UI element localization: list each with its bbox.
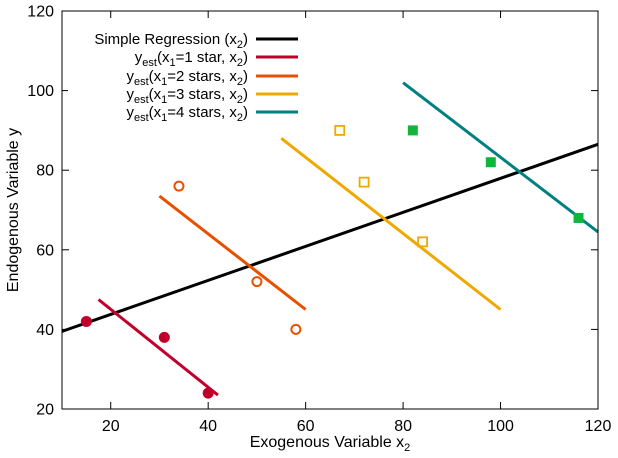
data-point-g1-0 — [173, 180, 185, 192]
x-tick-label-4: 100 — [487, 418, 514, 435]
data-point-g2-2 — [417, 236, 428, 248]
data-point-g0-0 — [80, 315, 92, 327]
y-axis-label: Endogenous Variable y — [5, 128, 22, 292]
data-point-g1-2 — [290, 323, 302, 335]
y-tick-label-0: 20 — [36, 402, 54, 419]
y-tick-label-3: 80 — [36, 163, 54, 180]
x-axis-label: Exogenous Variable x2 — [250, 434, 411, 454]
data-point-g1-1 — [251, 276, 263, 288]
data-point-g3-0 — [407, 125, 418, 136]
y-tick-label-4: 100 — [27, 83, 54, 100]
series-layer — [61, 81, 599, 397]
plot-frame — [61, 10, 599, 410]
data-point-g3-2 — [573, 212, 584, 223]
legend-label-2: yest(x1=2 stars, x2) — [126, 68, 248, 88]
data-point-g0-1 — [158, 331, 170, 343]
x-tick-label-3: 80 — [394, 418, 412, 435]
legend: Simple Regression (x2)yest(x1=1 star, x2… — [94, 31, 298, 124]
series-line-0 — [61, 142, 599, 333]
x-tick-label-5: 120 — [585, 418, 612, 435]
legend-label-3: yest(x1=3 stars, x2) — [126, 86, 248, 106]
series-line-4 — [402, 81, 599, 234]
x-tick-label-2: 60 — [297, 418, 315, 435]
series-line-3 — [280, 137, 502, 311]
legend-label-1: yest(x1=1 star, x2) — [135, 49, 248, 69]
axes-layer: 20 40 60 80 100 120 20 40 60 80 100 120 — [27, 4, 611, 436]
x-tick-label-1: 40 — [199, 418, 217, 435]
legend-label-4: yest(x1=4 stars, x2) — [126, 104, 248, 124]
x-tick-label-0: 20 — [102, 418, 120, 435]
data-point-g0-2 — [202, 387, 214, 399]
legend-box — [68, 20, 308, 120]
legend-label-0: Simple Regression (x2) — [94, 31, 248, 51]
y-tick-label-2: 60 — [36, 242, 54, 259]
y-tick-label-5: 120 — [27, 4, 54, 21]
data-point-g2-1 — [358, 176, 370, 188]
points-layer — [80, 125, 584, 399]
series-line-1 — [97, 298, 219, 397]
y-tick-label-1: 40 — [36, 322, 54, 339]
data-point-g2-0 — [334, 125, 346, 136]
series-line-2 — [158, 194, 307, 311]
data-point-g3-1 — [485, 157, 496, 168]
